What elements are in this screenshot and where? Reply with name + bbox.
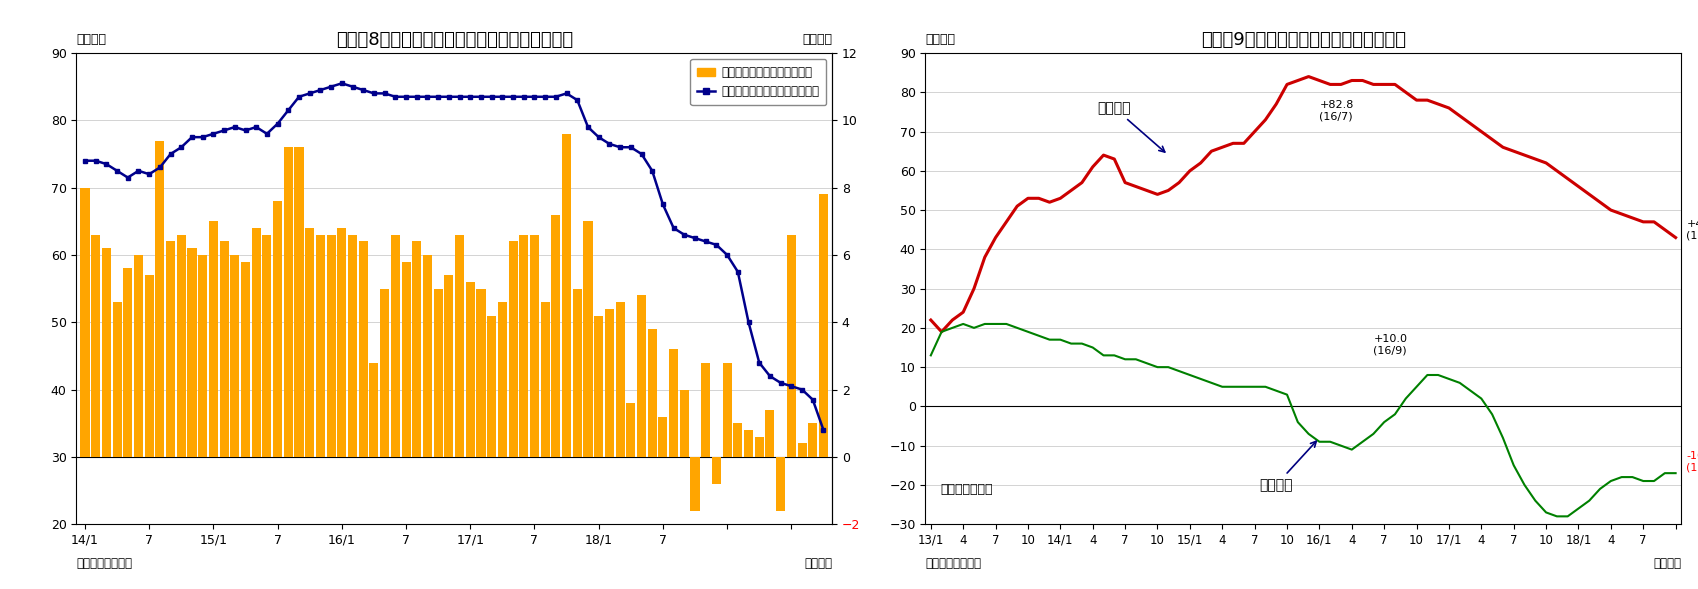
- Bar: [348, 235, 357, 457]
- Bar: [562, 134, 571, 457]
- Bar: [423, 255, 431, 457]
- Text: 短期国債: 短期国債: [1260, 441, 1316, 492]
- Bar: [187, 248, 197, 457]
- Text: +82.8
(16/7): +82.8 (16/7): [1319, 100, 1353, 122]
- Bar: [679, 389, 689, 457]
- Bar: [177, 235, 185, 457]
- Bar: [808, 423, 817, 457]
- Bar: [766, 410, 774, 457]
- Bar: [711, 457, 722, 484]
- Bar: [552, 214, 560, 457]
- Bar: [584, 221, 593, 457]
- Text: （兆円）: （兆円）: [925, 33, 956, 46]
- Bar: [637, 295, 645, 457]
- Bar: [572, 289, 582, 457]
- Bar: [199, 255, 207, 457]
- Bar: [616, 302, 625, 457]
- Bar: [284, 147, 292, 457]
- Bar: [477, 289, 486, 457]
- Bar: [669, 349, 678, 457]
- Text: （年月）: （年月）: [1654, 557, 1681, 570]
- Bar: [306, 228, 314, 457]
- Bar: [273, 201, 282, 457]
- Bar: [540, 302, 550, 457]
- Text: （資料）日本銀行: （資料）日本銀行: [925, 557, 981, 570]
- Bar: [627, 403, 635, 457]
- Bar: [124, 269, 132, 457]
- Bar: [530, 235, 538, 457]
- Bar: [80, 188, 90, 457]
- Text: （資料）日本銀行: （資料）日本銀行: [76, 557, 132, 570]
- Bar: [112, 302, 122, 457]
- Bar: [734, 423, 742, 457]
- Bar: [155, 141, 165, 457]
- Bar: [326, 235, 336, 457]
- Title: （図表8）マネタリーベース残高と前月比の推移: （図表8）マネタリーベース残高と前月比の推移: [336, 31, 572, 49]
- Bar: [798, 444, 807, 457]
- Bar: [786, 235, 796, 457]
- Bar: [818, 194, 829, 457]
- Bar: [455, 235, 464, 457]
- Bar: [391, 235, 401, 457]
- Bar: [166, 241, 175, 457]
- Bar: [754, 436, 764, 457]
- Bar: [776, 457, 784, 511]
- Bar: [520, 235, 528, 457]
- Text: （兆円）: （兆円）: [76, 33, 107, 46]
- Bar: [358, 241, 368, 457]
- Text: （兆円）: （兆円）: [801, 33, 832, 46]
- Bar: [465, 282, 475, 457]
- Bar: [659, 416, 667, 457]
- Bar: [241, 262, 250, 457]
- Bar: [370, 363, 379, 457]
- Bar: [433, 289, 443, 457]
- Text: （月末ベース）: （月末ベース）: [941, 483, 993, 496]
- Bar: [92, 235, 100, 457]
- Bar: [445, 275, 453, 457]
- Bar: [102, 248, 110, 457]
- Bar: [263, 235, 272, 457]
- Text: 長期国債: 長期国債: [1097, 101, 1165, 152]
- Bar: [487, 316, 496, 457]
- Title: （図表9）日銀国債保有残高の前年比増減: （図表9）日銀国債保有残高の前年比増減: [1200, 31, 1406, 49]
- Bar: [413, 241, 421, 457]
- Bar: [316, 235, 324, 457]
- Bar: [508, 241, 518, 457]
- Legend: 季節調整済み前月差（右軸）, マネタリーベース末残の前年差: 季節調整済み前月差（右軸）, マネタリーベース末残の前年差: [691, 59, 827, 105]
- Text: +43.1
(18/9): +43.1 (18/9): [1686, 219, 1698, 240]
- Bar: [294, 147, 304, 457]
- Bar: [647, 329, 657, 457]
- Bar: [701, 363, 710, 457]
- Bar: [594, 316, 603, 457]
- Bar: [338, 228, 346, 457]
- Bar: [231, 255, 239, 457]
- Text: （年月）: （年月）: [805, 557, 832, 570]
- Bar: [209, 221, 217, 457]
- Text: +10.0
(16/9): +10.0 (16/9): [1374, 334, 1408, 355]
- Bar: [134, 255, 143, 457]
- Text: -16.9
(18/9): -16.9 (18/9): [1686, 451, 1698, 472]
- Bar: [723, 363, 732, 457]
- Bar: [744, 430, 754, 457]
- Bar: [604, 309, 615, 457]
- Bar: [498, 302, 508, 457]
- Bar: [219, 241, 229, 457]
- Bar: [251, 228, 261, 457]
- Bar: [144, 275, 155, 457]
- Bar: [380, 289, 389, 457]
- Bar: [691, 457, 700, 511]
- Bar: [401, 262, 411, 457]
